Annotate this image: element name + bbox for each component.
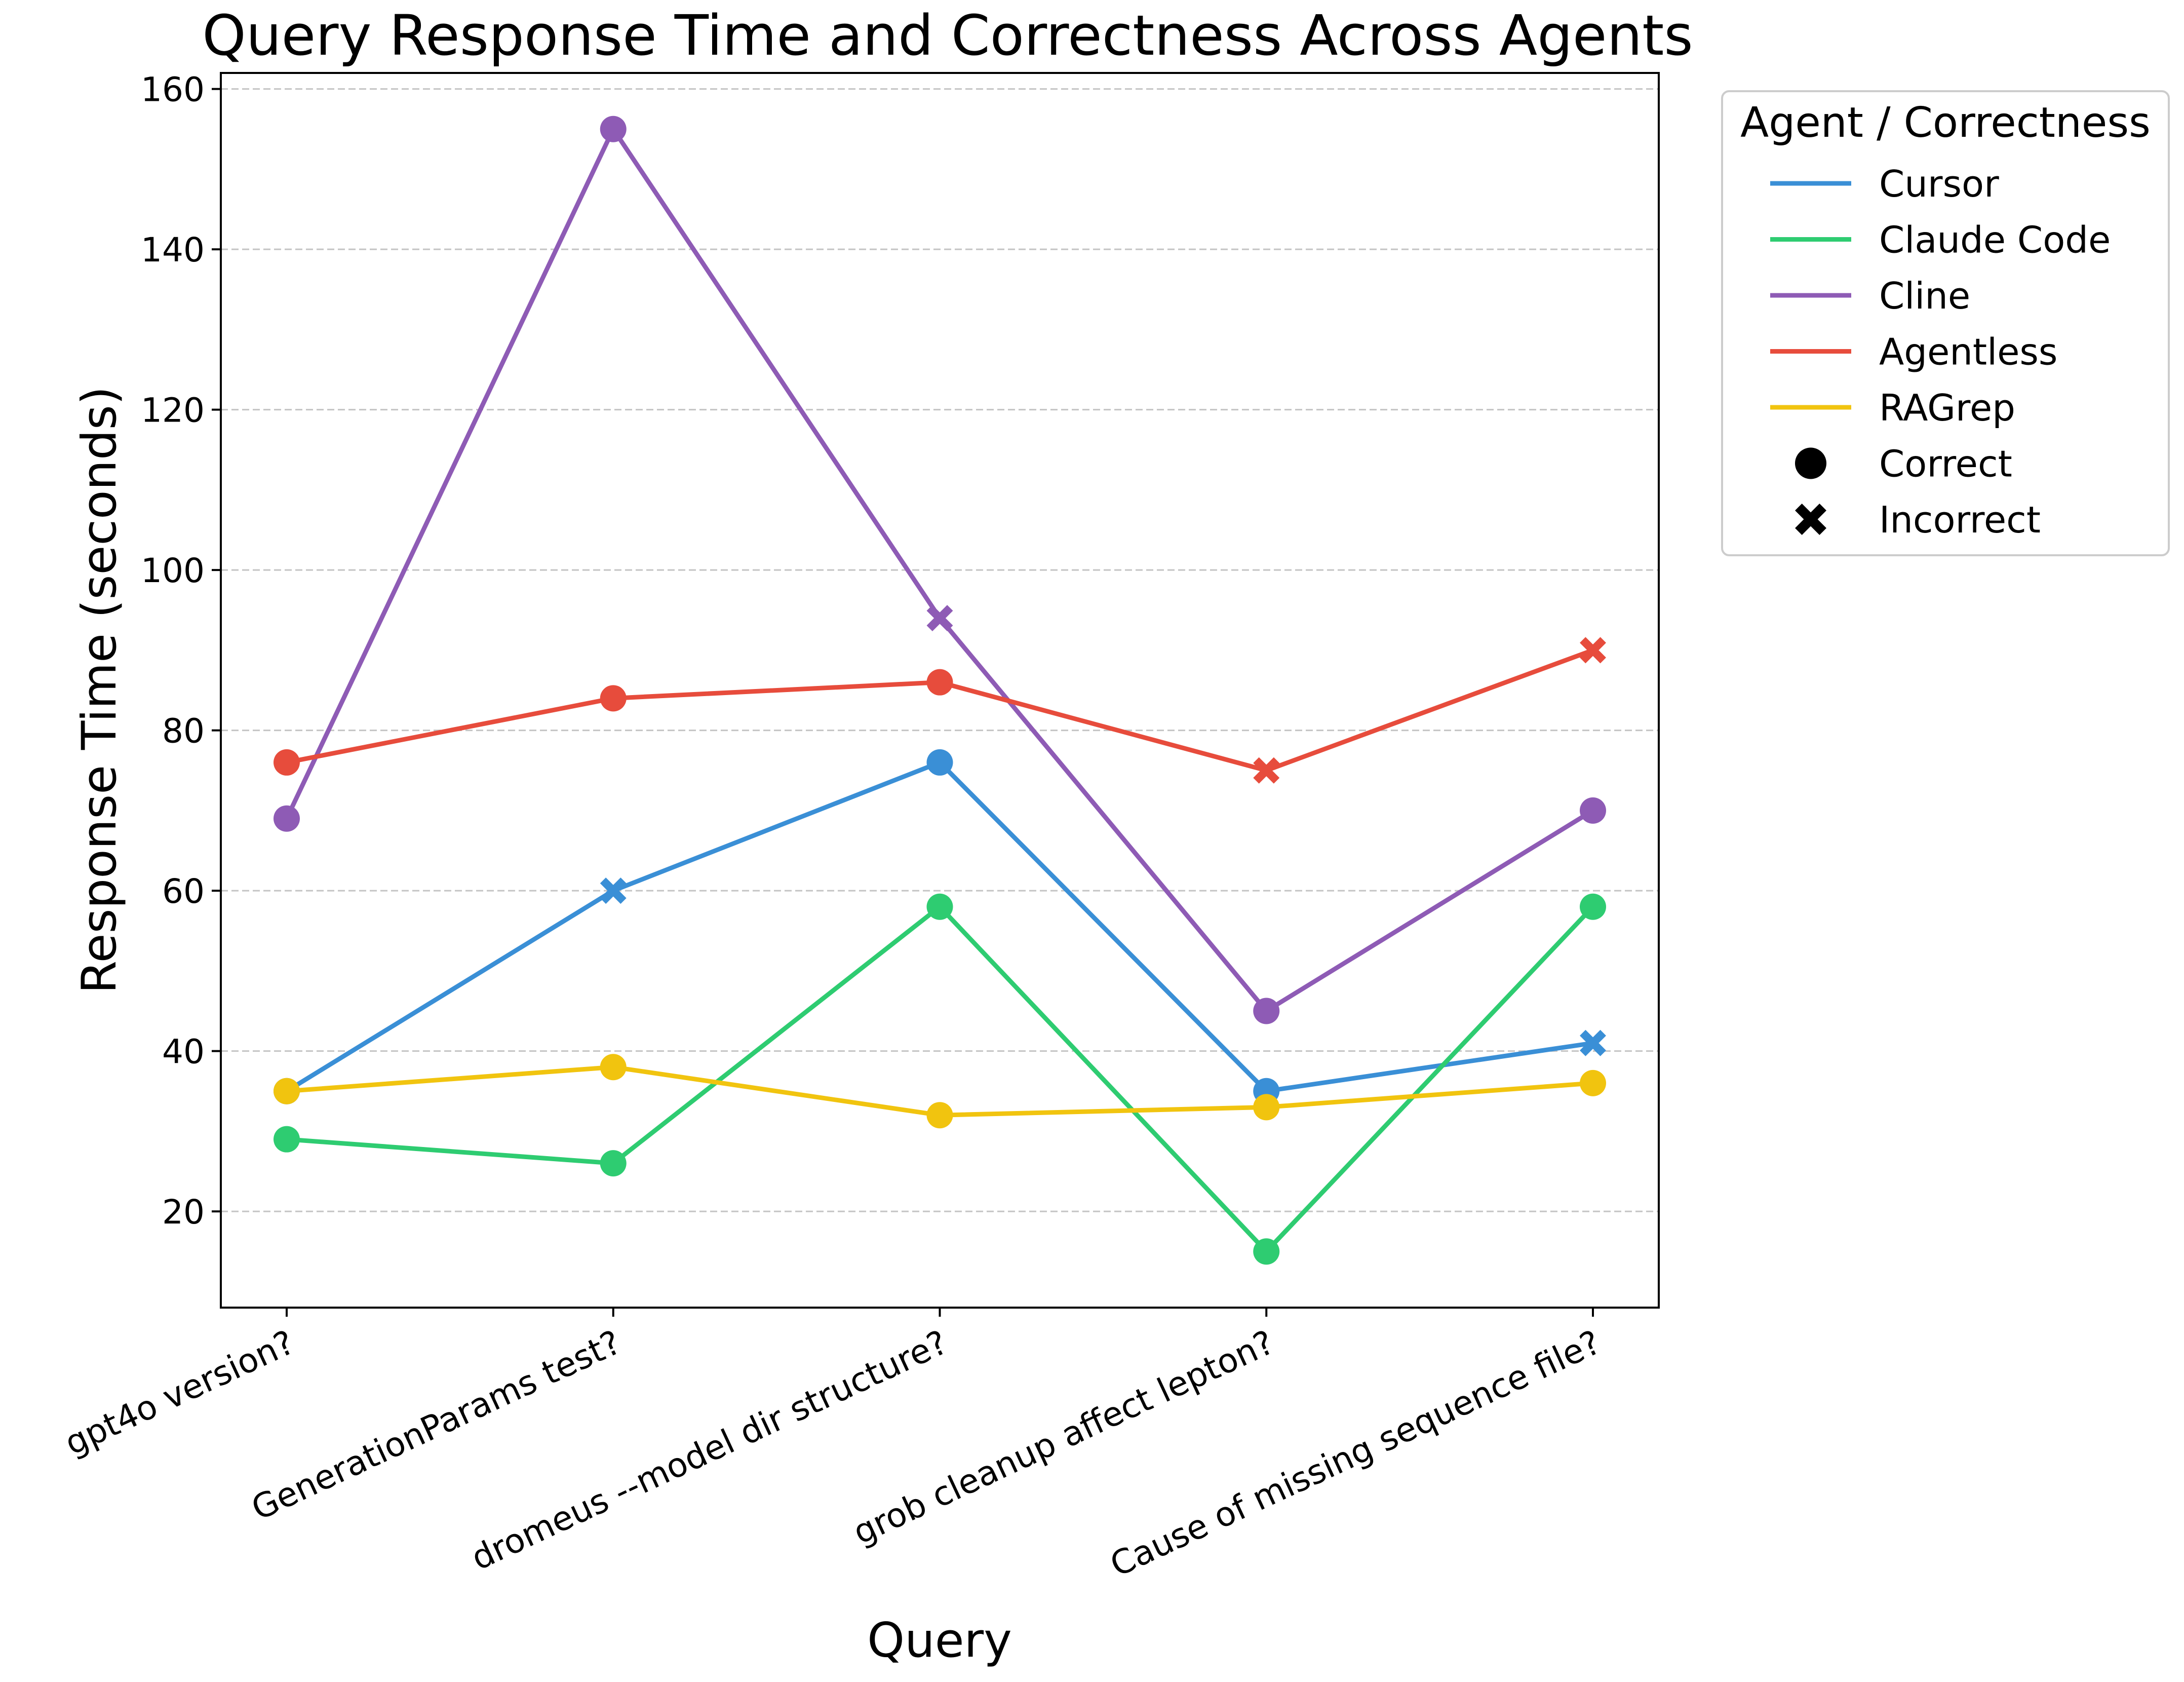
series-markers xyxy=(274,116,1606,1265)
x-stroke xyxy=(600,877,627,904)
legend-marker-swatch xyxy=(1795,447,1826,479)
legend-title: Agent / Correctness xyxy=(1740,99,2151,147)
x-stroke xyxy=(926,605,953,632)
data-point xyxy=(600,877,627,904)
data-point xyxy=(1580,797,1606,824)
series-line xyxy=(286,904,1595,1254)
data-point xyxy=(1253,1094,1280,1121)
x-axis-label: Query xyxy=(867,1613,1012,1668)
y-tick-label: 40 xyxy=(162,1033,205,1072)
x-tick-label: gpt4o version? xyxy=(59,1323,300,1463)
data-point xyxy=(1580,1029,1606,1056)
x-stroke xyxy=(1580,637,1606,664)
data-point xyxy=(926,669,953,696)
legend-label: Cline xyxy=(1879,275,1970,317)
data-point xyxy=(600,685,627,712)
legend-marker-swatch xyxy=(1795,504,1826,535)
data-point xyxy=(926,749,953,776)
data-point xyxy=(1580,893,1606,920)
y-tick-label: 80 xyxy=(162,712,205,751)
data-point xyxy=(274,1078,300,1104)
legend-frame xyxy=(1721,90,2170,556)
data-point xyxy=(274,1126,300,1153)
legend-label: Cursor xyxy=(1879,163,1999,205)
series-line xyxy=(285,760,1593,1094)
y-tick-label: 140 xyxy=(141,231,205,270)
legend-entries: Cursor Claude Code Cline Agentless RAGrep Cor… xyxy=(1770,163,2111,541)
legend-label: Agentless xyxy=(1879,331,2057,373)
legend-label: RAGrep xyxy=(1879,387,2015,429)
y-axis-label: Response Time (seconds) xyxy=(72,387,127,994)
grid-lines xyxy=(221,88,1659,1212)
y-tick-label: 20 xyxy=(162,1193,205,1232)
legend: Agent / Correctness Cursor Claude Code Cli… xyxy=(1721,90,2170,556)
data-point xyxy=(926,605,953,632)
y-tick-label: 120 xyxy=(141,391,205,430)
y-axis-ticks: 20 40 60 80 100 120 140 160 xyxy=(141,70,221,1232)
x-stroke xyxy=(1795,504,1826,535)
data-point xyxy=(926,893,953,920)
x-axis-ticks: gpt4o version?GenerationParams test?drom… xyxy=(59,1308,1607,1585)
data-point xyxy=(600,116,627,142)
data-point xyxy=(1253,998,1280,1024)
data-point xyxy=(600,1150,627,1177)
legend-label: Correct xyxy=(1879,443,2012,485)
data-point xyxy=(1253,757,1280,784)
y-tick-label: 160 xyxy=(141,70,205,109)
data-point xyxy=(926,1102,953,1129)
legend-label: Incorrect xyxy=(1879,499,2041,541)
data-point xyxy=(1580,637,1606,664)
data-point xyxy=(600,1054,627,1081)
data-point xyxy=(274,749,300,776)
legend-label: Claude Code xyxy=(1879,219,2111,261)
x-stroke xyxy=(1253,757,1280,784)
data-point xyxy=(1253,1238,1280,1265)
chart-title: Query Response Time and Correctness Acro… xyxy=(202,3,1693,68)
data-point xyxy=(274,805,300,832)
x-stroke xyxy=(1580,1029,1606,1056)
data-point xyxy=(1580,1069,1606,1096)
y-tick-label: 60 xyxy=(162,872,205,911)
y-tick-label: 100 xyxy=(141,551,205,590)
